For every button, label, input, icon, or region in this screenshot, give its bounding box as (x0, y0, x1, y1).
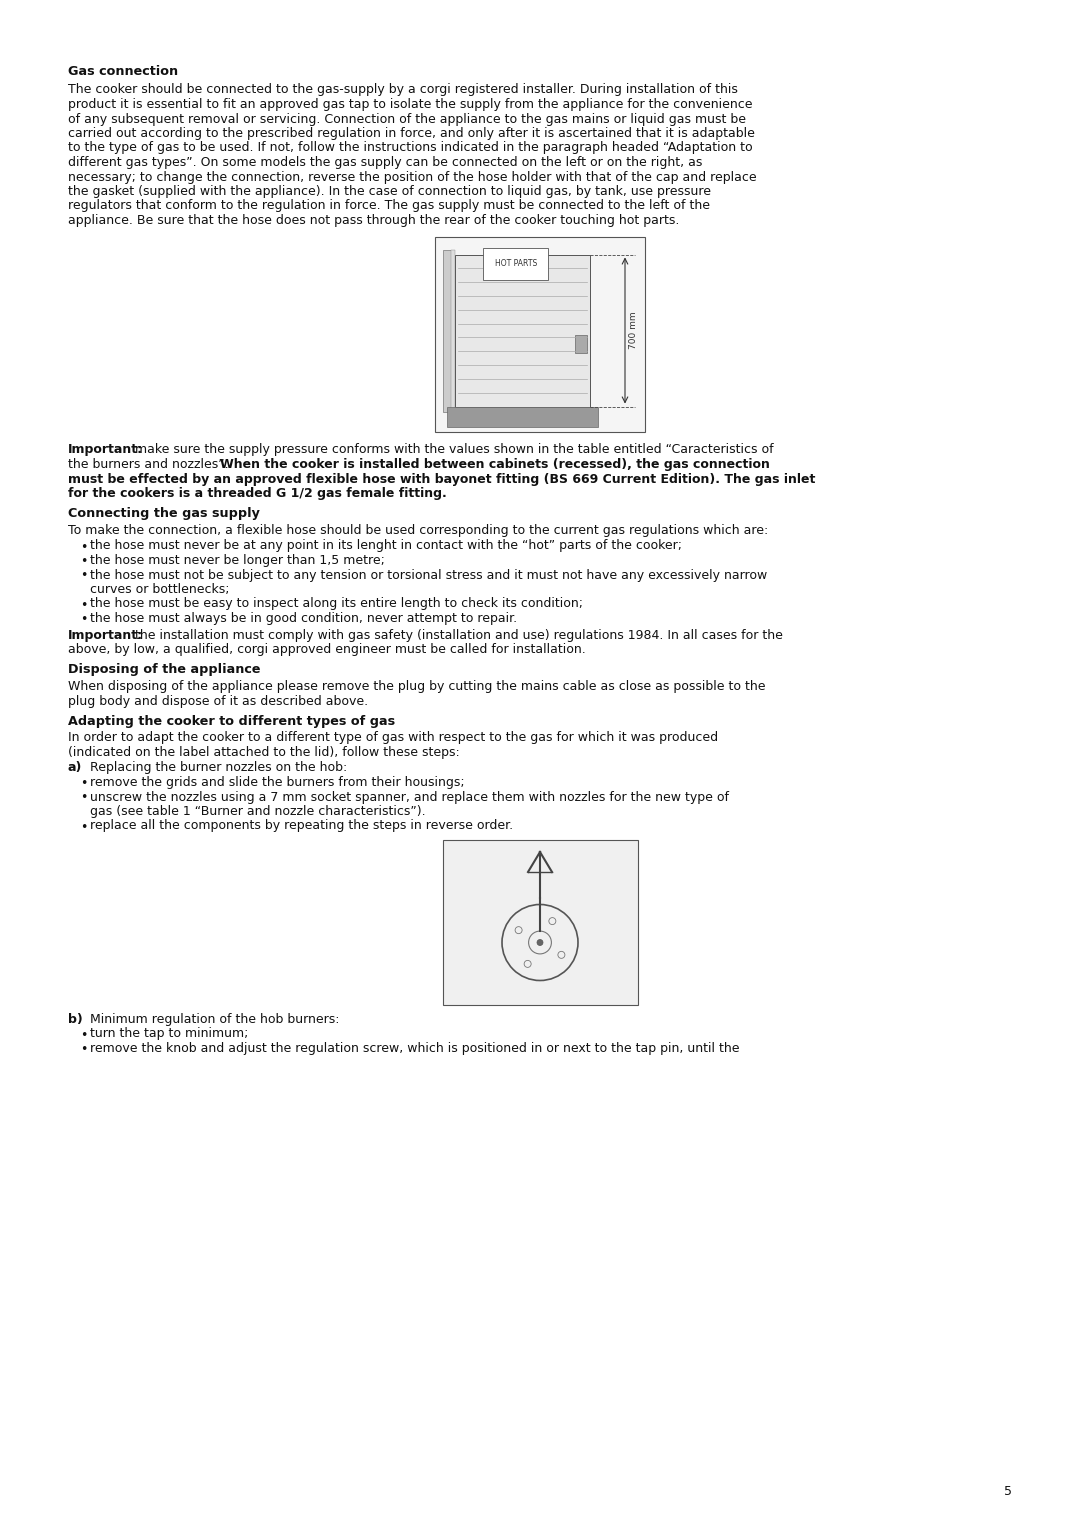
Text: remove the grids and slide the burners from their housings;: remove the grids and slide the burners f… (90, 776, 464, 788)
Text: Important:: Important: (68, 443, 144, 457)
Text: •: • (80, 778, 87, 790)
Text: turn the tap to minimum;: turn the tap to minimum; (90, 1027, 248, 1041)
Text: Replacing the burner nozzles on the hob:: Replacing the burner nozzles on the hob: (90, 761, 348, 775)
Text: replace all the components by repeating the steps in reverse order.: replace all the components by repeating … (90, 819, 513, 833)
Text: •: • (80, 599, 87, 611)
Text: •: • (80, 1044, 87, 1056)
Bar (447, 406, 598, 426)
Text: •: • (80, 555, 87, 568)
Text: Adapting the cooker to different types of gas: Adapting the cooker to different types o… (68, 715, 395, 727)
Circle shape (537, 940, 543, 946)
Text: for the cookers is a threaded G 1/2 gas female fitting.: for the cookers is a threaded G 1/2 gas … (68, 487, 447, 500)
Text: Connecting the gas supply: Connecting the gas supply (68, 507, 260, 521)
Text: carried out according to the prescribed regulation in force, and only after it i: carried out according to the prescribed … (68, 127, 755, 141)
Text: remove the knob and adjust the regulation screw, which is positioned in or next : remove the knob and adjust the regulatio… (90, 1042, 740, 1054)
Text: plug body and dispose of it as described above.: plug body and dispose of it as described… (68, 695, 368, 707)
Text: the hose must never be longer than 1,5 metre;: the hose must never be longer than 1,5 m… (90, 555, 384, 567)
Text: When the cooker is installed between cabinets (recessed), the gas connection: When the cooker is installed between cab… (220, 458, 770, 471)
Text: regulators that conform to the regulation in force. The gas supply must be conne: regulators that conform to the regulatio… (68, 200, 710, 212)
Text: b): b) (68, 1013, 83, 1025)
Text: In order to adapt the cooker to a different type of gas with respect to the gas : In order to adapt the cooker to a differ… (68, 732, 718, 744)
Text: HOT PARTS: HOT PARTS (495, 260, 537, 269)
Text: Disposing of the appliance: Disposing of the appliance (68, 663, 260, 677)
Text: Gas connection: Gas connection (68, 66, 178, 78)
Text: Minimum regulation of the hob burners:: Minimum regulation of the hob burners: (90, 1013, 339, 1025)
Text: •: • (80, 1028, 87, 1042)
Text: gas (see table 1 “Burner and nozzle characteristics”).: gas (see table 1 “Burner and nozzle char… (90, 805, 426, 817)
Text: When disposing of the appliance please remove the plug by cutting the mains cabl: When disposing of the appliance please r… (68, 680, 766, 694)
Text: The cooker should be connected to the gas-supply by a corgi registered installer: The cooker should be connected to the ga… (68, 84, 738, 96)
Bar (443, 840, 637, 1005)
Text: above, by low, a qualified, corgi approved engineer must be called for installat: above, by low, a qualified, corgi approv… (68, 643, 585, 656)
Bar (435, 237, 645, 431)
Text: (indicated on the label attached to the lid), follow these steps:: (indicated on the label attached to the … (68, 746, 460, 759)
Bar (451, 249, 455, 411)
Text: To make the connection, a flexible hose should be used corresponding to the curr: To make the connection, a flexible hose … (68, 524, 768, 536)
Text: a): a) (68, 761, 82, 775)
Text: the burners and nozzles”.: the burners and nozzles”. (68, 458, 232, 471)
Text: curves or bottlenecks;: curves or bottlenecks; (90, 584, 229, 596)
Text: the installation must comply with gas safety (installation and use) regulations : the installation must comply with gas sa… (131, 628, 783, 642)
Text: Important:: Important: (68, 628, 144, 642)
Text: different gas types”. On some models the gas supply can be connected on the left: different gas types”. On some models the… (68, 156, 702, 170)
Text: 5: 5 (1004, 1485, 1012, 1497)
Text: •: • (80, 570, 87, 582)
Text: 700 mm: 700 mm (629, 312, 637, 350)
Text: product it is essential to fit an approved gas tap to isolate the supply from th: product it is essential to fit an approv… (68, 98, 753, 112)
Text: •: • (80, 792, 87, 805)
Text: necessary; to change the connection, reverse the position of the hose holder wit: necessary; to change the connection, rev… (68, 171, 757, 183)
Text: unscrew the nozzles using a 7 mm socket spanner, and replace them with nozzles f: unscrew the nozzles using a 7 mm socket … (90, 790, 729, 804)
Text: •: • (80, 821, 87, 833)
Bar (575, 335, 588, 353)
Text: the hose must be easy to inspect along its entire length to check its condition;: the hose must be easy to inspect along i… (90, 597, 583, 611)
Text: make sure the supply pressure conforms with the values shown in the table entitl: make sure the supply pressure conforms w… (131, 443, 773, 457)
Bar (443, 249, 451, 411)
Text: the gasket (supplied with the appliance). In the case of connection to liquid ga: the gasket (supplied with the appliance)… (68, 185, 711, 199)
Text: to the type of gas to be used. If not, follow the instructions indicated in the : to the type of gas to be used. If not, f… (68, 142, 753, 154)
Text: appliance. Be sure that the hose does not pass through the rear of the cooker to: appliance. Be sure that the hose does no… (68, 214, 679, 228)
Text: must be effected by an approved flexible hose with bayonet fitting (BS 669 Curre: must be effected by an approved flexible… (68, 472, 815, 486)
Text: of any subsequent removal or servicing. Connection of the appliance to the gas m: of any subsequent removal or servicing. … (68, 113, 746, 125)
Text: the hose must not be subject to any tension or torsional stress and it must not : the hose must not be subject to any tens… (90, 568, 767, 582)
Text: •: • (80, 613, 87, 626)
Text: the hose must always be in good condition, never attempt to repair.: the hose must always be in good conditio… (90, 613, 517, 625)
Text: the hose must never be at any point in its lenght in contact with the “hot” part: the hose must never be at any point in i… (90, 539, 681, 553)
Bar (455, 255, 590, 406)
Text: •: • (80, 541, 87, 553)
